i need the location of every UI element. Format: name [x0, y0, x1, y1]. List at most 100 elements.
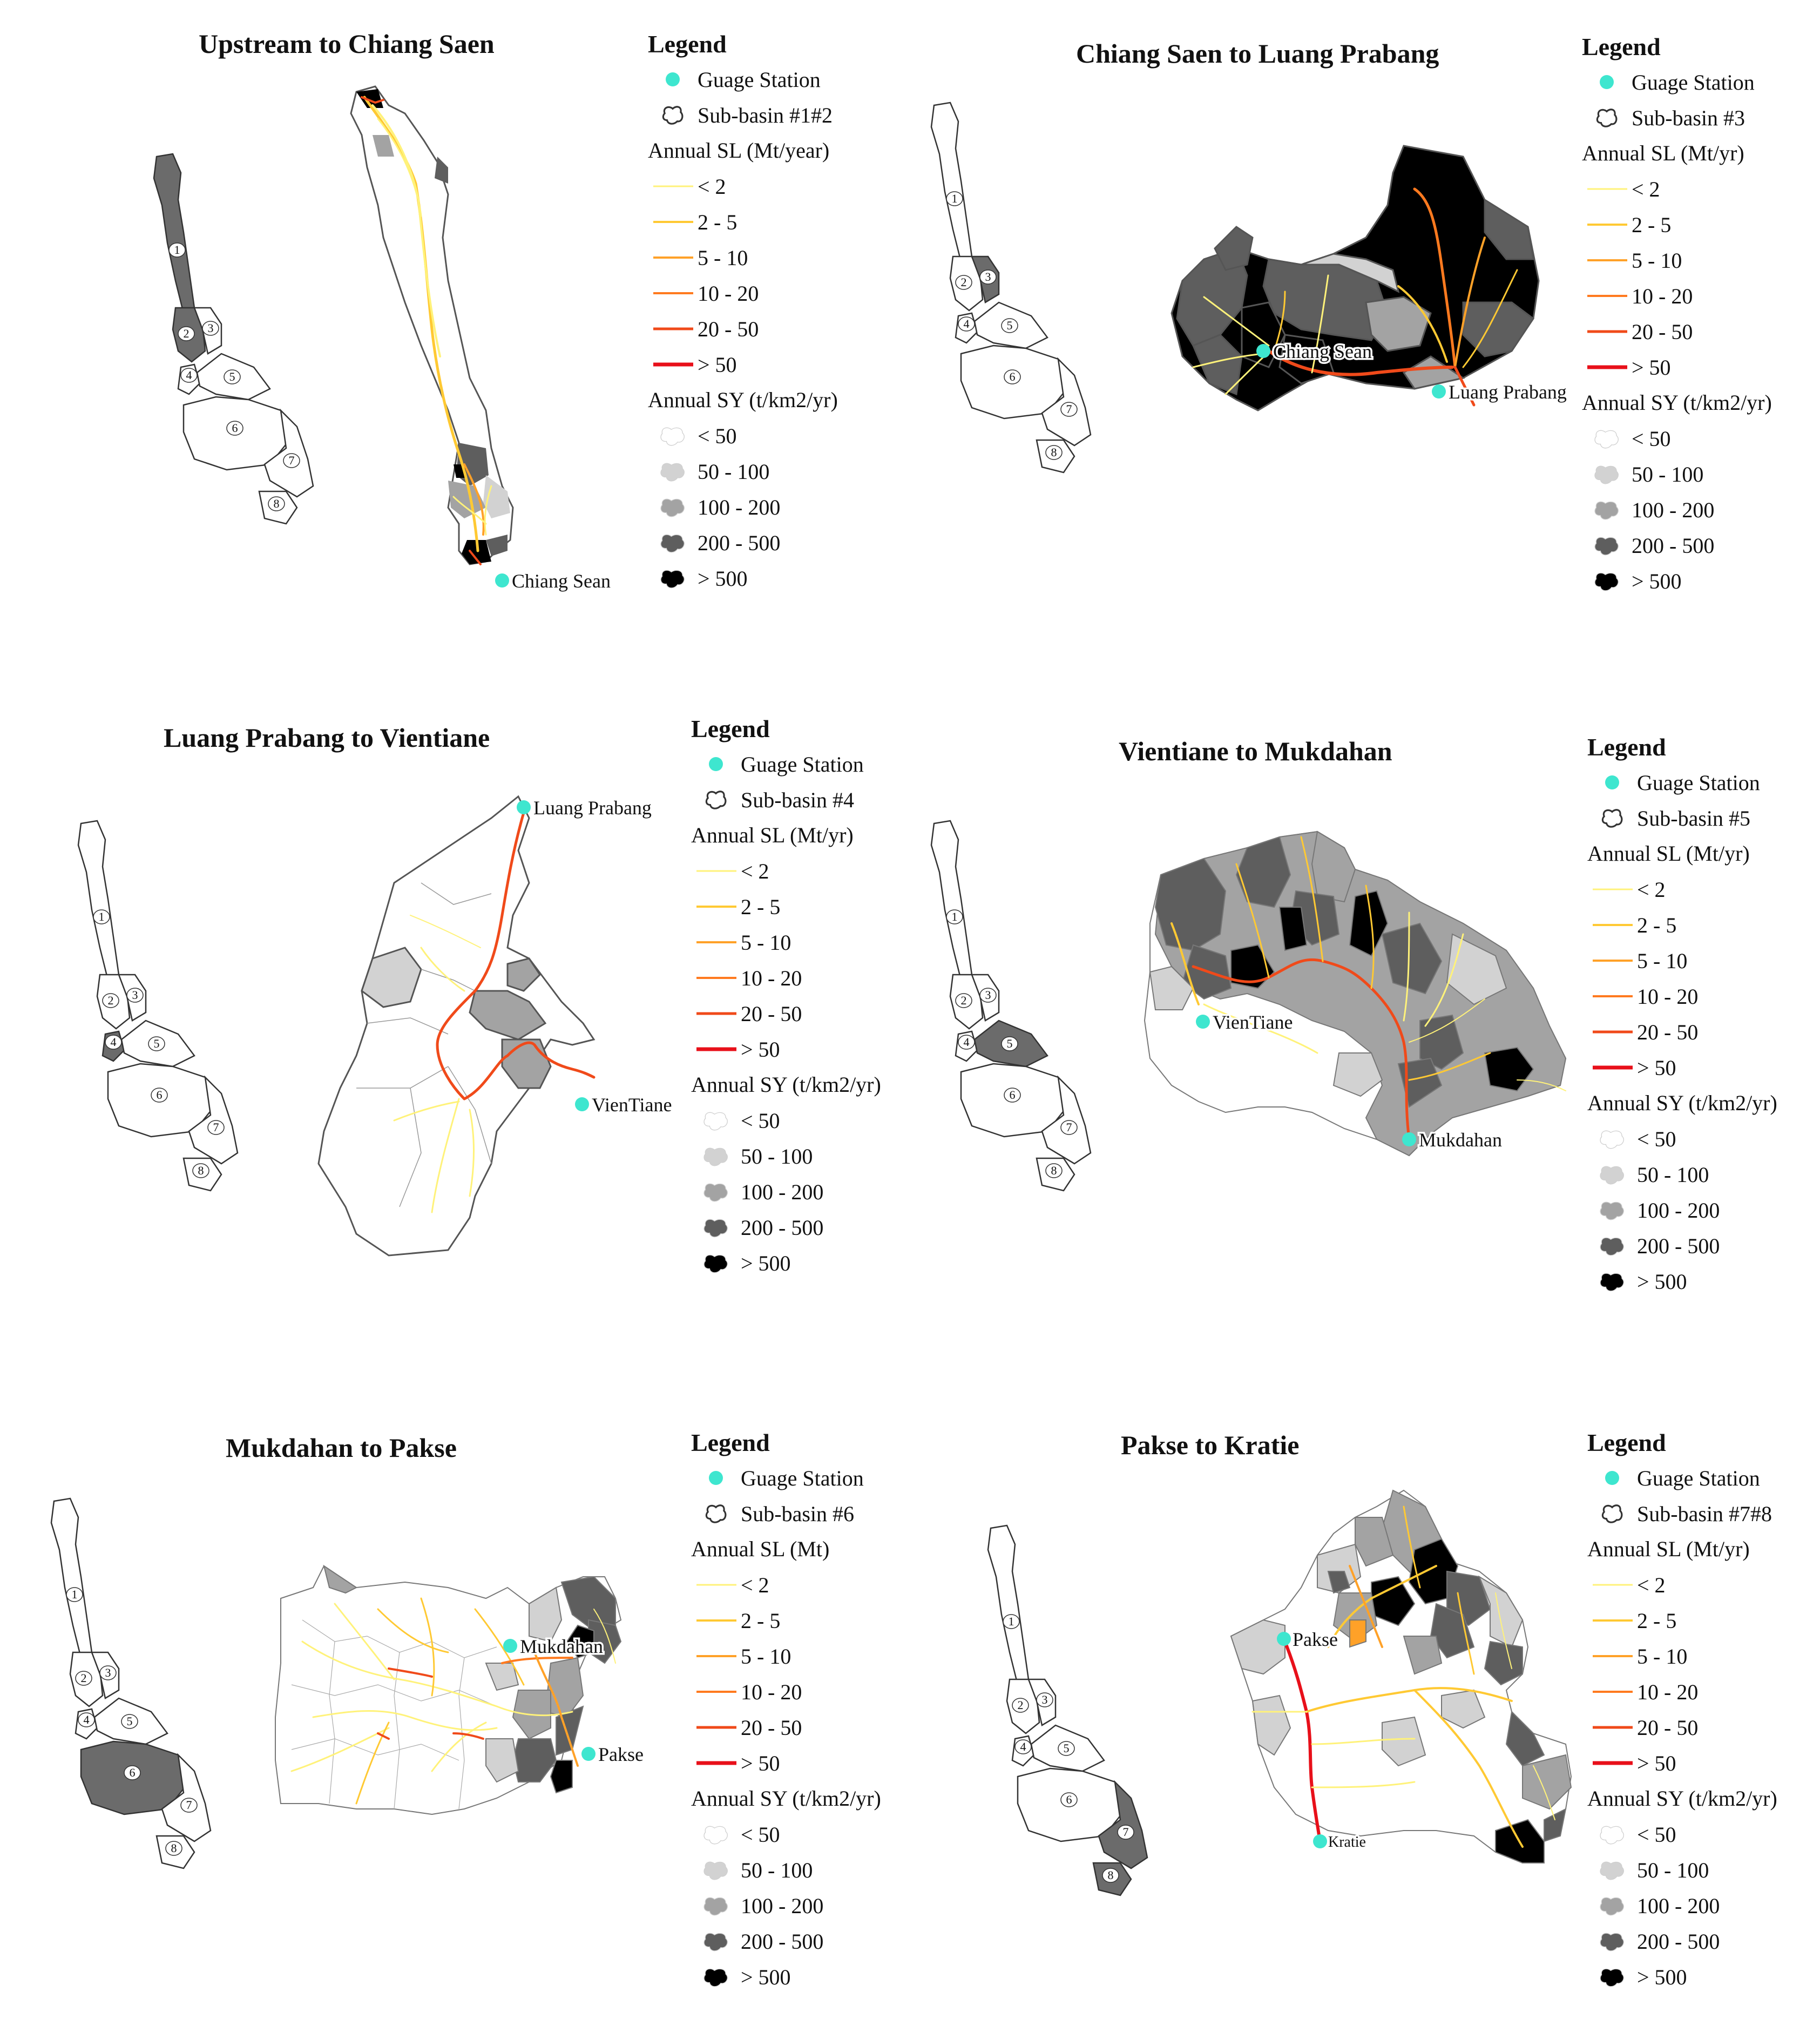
- legend: Legend Guage Station Sub-basin #4 Annual SL…: [691, 712, 945, 1281]
- sediment-load-line-symbol: [1587, 1681, 1637, 1703]
- station-luang-prabang: Luang Prabang: [1432, 380, 1568, 405]
- legend-subbasin-row: Sub-basin #6: [691, 1496, 945, 1531]
- sediment-load-line-symbol: [1582, 178, 1632, 200]
- overview-number-badge: [121, 1714, 138, 1729]
- legend-sl-label: 20 - 50: [1637, 1715, 1699, 1740]
- overview-subbasin-number: 2: [184, 327, 190, 340]
- gauge-station-symbol: [1587, 772, 1637, 793]
- overview-number-badge: [1058, 1741, 1075, 1756]
- legend-sl-label: > 50: [741, 1751, 780, 1775]
- sediment-load-line-symbol: [691, 896, 741, 917]
- legend-sy-row: 100 - 200: [648, 489, 902, 525]
- legend-sl-row: 5 - 10: [1587, 943, 1820, 978]
- overview-number-badge: [1060, 1792, 1078, 1807]
- overview-map: 1 2 3 4 5 6 7 8: [77, 820, 239, 1192]
- overview-number-badge: [283, 453, 300, 468]
- overview-subbasin-number: 4: [964, 317, 970, 330]
- overview-subbasin-number: 4: [111, 1035, 117, 1049]
- legend-sl-row: > 50: [1587, 1745, 1820, 1781]
- legend-sl-label: > 50: [741, 1037, 780, 1062]
- overview-number-badge: [1060, 1120, 1078, 1135]
- legend-sl-row: > 50: [1582, 349, 1820, 385]
- gauge-station-marker: [1256, 344, 1270, 358]
- overview-number-badge: [1004, 369, 1021, 384]
- subbasin-7-8: [1230, 1489, 1572, 1863]
- legend-sy-row: < 50: [1582, 421, 1820, 456]
- station-chiang-sean: Chiang Sean: [1256, 339, 1374, 364]
- overview-subbasin-number: 1: [99, 910, 105, 923]
- legend-station-label: Guage Station: [741, 1466, 864, 1490]
- legend-subbasin-row: Sub-basin #4: [691, 782, 945, 818]
- overview-number-badge: [126, 988, 144, 1003]
- station-luang-prabang: Luang Prabang: [517, 795, 653, 821]
- legend: Legend Guage Station Sub-basin #6 Annual SL…: [691, 1426, 945, 1995]
- gauge-station-symbol: [1582, 71, 1632, 93]
- sediment-yield-fill-symbol: [648, 568, 698, 589]
- overview-subbasin-number: 3: [105, 1666, 111, 1679]
- legend-sl-row: < 2: [648, 168, 902, 204]
- sediment-load-line-symbol: [648, 247, 698, 268]
- legend-sy-label: 100 - 200: [1637, 1893, 1720, 1918]
- legend-sy-label: 100 - 200: [741, 1893, 824, 1918]
- legend-heading: Legend: [1587, 733, 1666, 761]
- legend-sl-title: Annual SL (Mt): [691, 1537, 830, 1561]
- overview-subbasin-number: 3: [132, 988, 138, 1002]
- legend-sl-label: 2 - 5: [741, 1608, 781, 1633]
- legend-sl-row: < 2: [691, 853, 945, 889]
- overview-subbasin-number: 2: [81, 1671, 87, 1685]
- legend-sy-label: 200 - 500: [1637, 1233, 1720, 1258]
- legend-sl-row: < 2: [1582, 171, 1820, 207]
- legend-station-row: Guage Station: [1587, 1460, 1820, 1496]
- gauge-station-marker: [1402, 1132, 1416, 1146]
- legend-sy-label: 200 - 500: [698, 530, 781, 555]
- legend-sl-row: 20 - 50: [691, 1710, 945, 1745]
- sediment-yield-fill-symbol: [1582, 463, 1632, 485]
- legend-sy-row: < 50: [691, 1817, 945, 1852]
- legend-sl-row: 10 - 20: [648, 275, 902, 311]
- overview-subbasin-1: [930, 102, 973, 263]
- legend-sy-row: < 50: [691, 1103, 945, 1138]
- overview-number-badge: [979, 269, 997, 285]
- legend-subbasin-label: Sub-basin #3: [1632, 105, 1745, 130]
- legend-sl-label: > 50: [698, 352, 737, 377]
- legend-sy-label: < 50: [741, 1108, 780, 1133]
- station-label: Pakse: [1293, 1629, 1338, 1650]
- legend-sl-row: < 2: [691, 1567, 945, 1603]
- legend-station-label: Guage Station: [698, 67, 821, 92]
- overview-subbasin-number: 8: [1108, 1868, 1114, 1882]
- sediment-load-line-symbol: [1582, 321, 1632, 342]
- legend-sy-row: 100 - 200: [1582, 492, 1820, 528]
- sediment-load-line-symbol: [691, 1038, 741, 1060]
- subbasin-outline-symbol: [691, 789, 741, 811]
- gauge-station-marker: [503, 1639, 517, 1653]
- overview-subbasin-number: 6: [157, 1088, 163, 1102]
- legend-station-label: Guage Station: [1632, 70, 1755, 94]
- subbasin-outline-symbol: [648, 104, 698, 126]
- sediment-load-line-symbol: [1587, 914, 1637, 936]
- overview-number-badge: [1004, 1088, 1021, 1103]
- legend-sl-row: < 2: [1587, 1567, 1820, 1603]
- overview-subbasin-number: 1: [952, 192, 958, 205]
- legend-sy-row: 100 - 200: [1587, 1192, 1820, 1228]
- detail-map: Luang Prabang VienTiane: [317, 795, 674, 1257]
- detail-map: Mukdahan Pakse: [275, 1564, 646, 1815]
- sediment-load-line-symbol: [691, 1681, 741, 1703]
- legend-sy-label: 100 - 200: [1632, 497, 1715, 522]
- overview-number-badge: [99, 1665, 117, 1680]
- overview-number-badge: [979, 988, 997, 1003]
- sediment-yield-fill-symbol: [691, 1110, 741, 1131]
- overview-subbasin-number: 3: [208, 321, 214, 335]
- legend-sy-label: > 500: [741, 1251, 791, 1275]
- legend-sy-row: 50 - 100: [1587, 1852, 1820, 1888]
- overview-number-badge: [1003, 1614, 1020, 1629]
- detail-map: VienTiane Mukdahan: [1144, 830, 1567, 1157]
- legend-sy-title: Annual SY (t/km2/yr): [1587, 1091, 1777, 1115]
- legend-sy-label: 200 - 500: [1632, 533, 1715, 558]
- legend-sy-row: > 500: [648, 561, 902, 596]
- legend-sl-label: 20 - 50: [1632, 319, 1693, 344]
- overview-subbasin-number: 6: [1010, 370, 1016, 383]
- legend-sy-label: 50 - 100: [1637, 1162, 1709, 1187]
- legend-sl-label: 2 - 5: [1637, 913, 1677, 937]
- overview-subbasin-number: 3: [985, 270, 991, 283]
- overview-subbasin-1: [930, 820, 973, 981]
